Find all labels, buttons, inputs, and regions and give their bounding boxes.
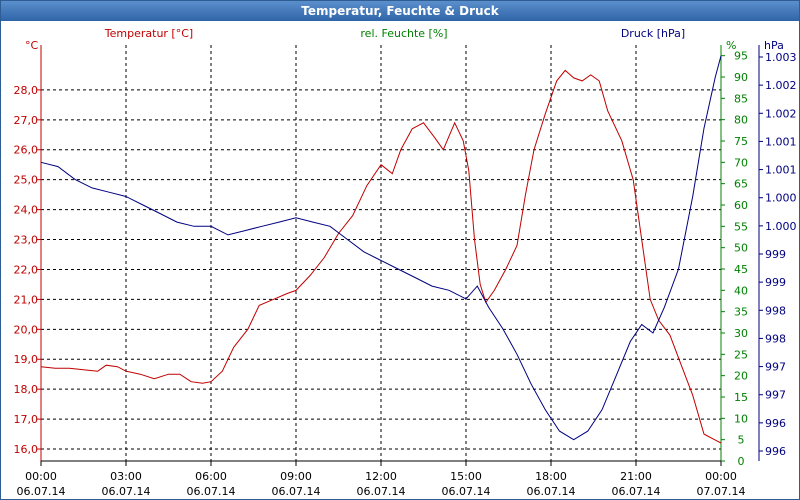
humidity-tick-label: 50 (734, 242, 748, 255)
pressure-unit-label: hPa (764, 39, 784, 52)
temp-unit-label: °C (25, 39, 39, 52)
x-tick-time: 03:00 (110, 470, 142, 483)
humidity-tick-label: 85 (734, 92, 748, 105)
pressure-tick-label: 1.001 (765, 135, 797, 148)
x-tick-time: 09:00 (280, 470, 312, 483)
humidity-tick-label: 95 (734, 50, 748, 63)
temp-tick-label: 23,0 (14, 234, 39, 247)
temp-axis-title: Temperatur [°C] (104, 27, 193, 40)
temp-tick-label: 16,0 (14, 443, 39, 456)
temp-tick-label: 27,0 (14, 114, 39, 127)
x-tick-time: 06:00 (195, 470, 227, 483)
x-tick-date: 06.07.14 (357, 485, 406, 498)
humidity-tick-label: 45 (734, 263, 748, 276)
x-tick-date: 06.07.14 (187, 485, 236, 498)
x-tick-time: 00:00 (705, 470, 737, 483)
humidity-tick-label: 35 (734, 306, 748, 319)
pressure-tick-label: 1.000 (765, 220, 797, 233)
humidity-tick-label: 60 (734, 199, 748, 212)
pressure-tick-label: 999 (765, 276, 786, 289)
pressure-tick-label: 998 (765, 332, 786, 345)
x-tick-date: 06.07.14 (17, 485, 66, 498)
x-tick-time: 00:00 (25, 470, 57, 483)
humidity-tick-label: 65 (734, 178, 748, 191)
series-line-pressure (40, 55, 722, 441)
humidity-axis-title: rel. Feuchte [%] (360, 27, 447, 40)
pressure-tick-label: 1.002 (765, 107, 797, 120)
x-tick-date: 06.07.14 (442, 485, 491, 498)
x-tick-date: 06.07.14 (272, 485, 321, 498)
pressure-tick-label: 1.003 (765, 51, 797, 64)
temp-tick-label: 25,0 (14, 174, 39, 187)
temp-tick-label: 18,0 (14, 383, 39, 396)
series-lines (40, 55, 722, 444)
humidity-tick-label: 90 (734, 71, 748, 84)
temp-tick-label: 26,0 (14, 144, 39, 157)
humidity-tick-label: 30 (734, 327, 748, 340)
humidity-tick-label: 5 (738, 434, 745, 447)
axes (37, 45, 763, 466)
pressure-tick-label: 1.001 (765, 164, 797, 177)
temp-tick-label: 20,0 (14, 323, 39, 336)
pressure-tick-label: 1.002 (765, 79, 797, 92)
grid (41, 45, 721, 461)
pressure-tick-label: 1.000 (765, 192, 797, 205)
temp-tick-label: 21,0 (14, 293, 39, 306)
humidity-tick-label: 0 (738, 455, 745, 468)
pressure-axis-title: Druck [hPa] (621, 27, 685, 40)
pressure-tick-label: 996 (765, 445, 786, 458)
pressure-tick-label: 997 (765, 361, 786, 374)
temp-tick-label: 17,0 (14, 413, 39, 426)
temp-tick-label: 28,0 (14, 84, 39, 97)
pressure-tick-label: 999 (765, 248, 786, 261)
x-tick-date: 06.07.14 (102, 485, 151, 498)
x-tick-date: 07.07.14 (697, 485, 746, 498)
humidity-tick-label: 70 (734, 156, 748, 169)
humidity-tick-label: 20 (734, 370, 748, 383)
humidity-tick-label: 15 (734, 391, 748, 404)
humidity-tick-label: 80 (734, 114, 748, 127)
temp-tick-label: 24,0 (14, 204, 39, 217)
series-line-temperature (40, 69, 722, 444)
tick-labels: 00:00 06.07.14 03:00 06.07.14 06:00 06.07.14 0… (14, 50, 797, 498)
x-tick-time: 18:00 (535, 470, 567, 483)
chart-svg: 00:00 06.07.14 03:00 06.07.14 06:00 06.07.14 0… (14, 27, 797, 498)
temp-tick-label: 22,0 (14, 263, 39, 276)
pressure-tick-label: 998 (765, 304, 786, 317)
window-title: Temperatur, Feuchte & Druck (1, 1, 799, 21)
temp-tick-label: 19,0 (14, 353, 39, 366)
pressure-tick-label: 996 (765, 417, 786, 430)
humidity-unit-label: % (726, 39, 736, 52)
humidity-tick-label: 25 (734, 348, 748, 361)
pressure-tick-label: 997 (765, 389, 786, 402)
humidity-tick-label: 10 (734, 412, 748, 425)
humidity-tick-label: 40 (734, 284, 748, 297)
x-tick-time: 21:00 (620, 470, 652, 483)
humidity-tick-label: 75 (734, 135, 748, 148)
x-tick-date: 06.07.14 (612, 485, 661, 498)
humidity-tick-label: 55 (734, 220, 748, 233)
x-tick-time: 15:00 (450, 470, 482, 483)
x-tick-date: 06.07.14 (527, 485, 576, 498)
x-tick-time: 12:00 (365, 470, 397, 483)
